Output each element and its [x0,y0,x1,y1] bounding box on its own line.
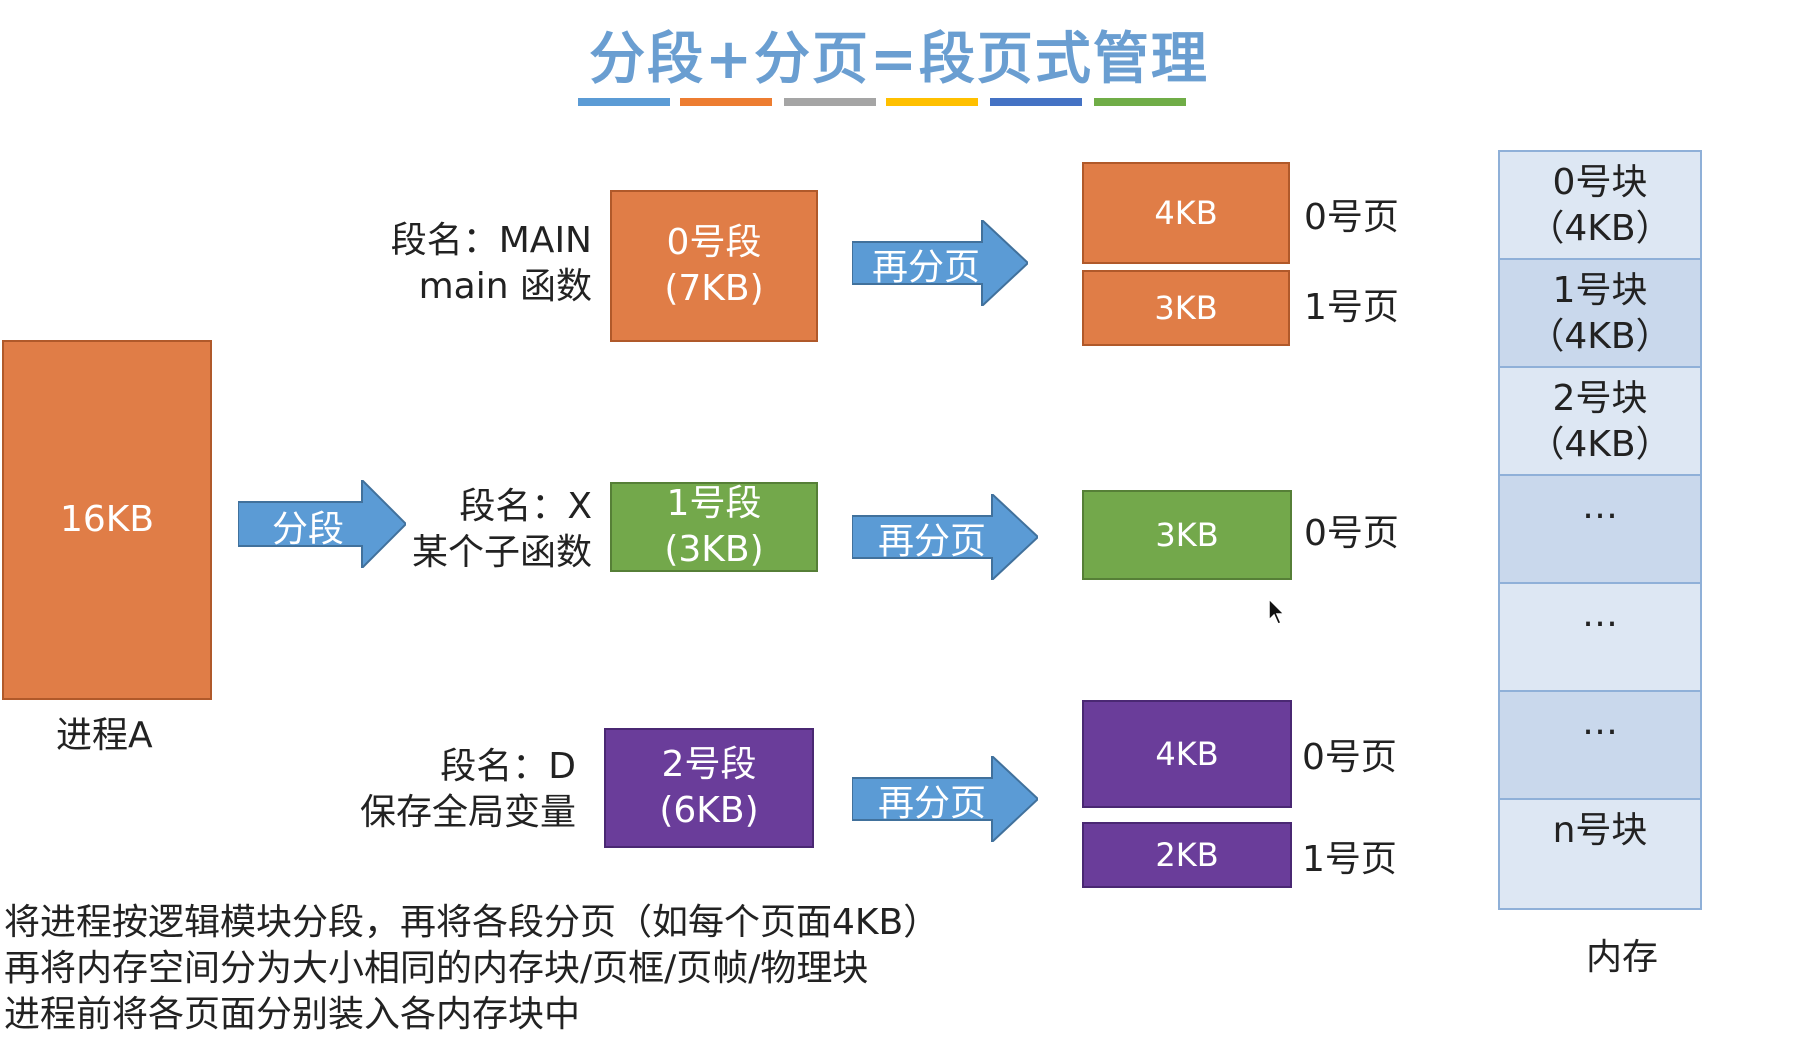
segment-2-name: 段名：D [440,746,576,787]
segment-1-purpose: 某个子函数 [411,532,592,573]
memory-block-5: … [1500,692,1700,800]
memory-block-3-name: … [1582,486,1618,527]
segment-2-page-1-label: 1号页 [1302,839,1397,880]
segment-1-name: 段名：X [459,486,592,527]
segment-1-page-0-label: 0号页 [1304,513,1399,554]
segment-2-page-1-size: 2KB [1155,836,1219,874]
segment-2-id: 2号段 [661,744,757,785]
segment-2-page-0-label: 0号页 [1302,737,1397,778]
segment-0-id: 0号段 [666,222,762,263]
segment-2-block: 2号段 (6KB) [604,728,814,848]
note-line-3: 进程前将各页面分别装入各内存块中 [4,994,581,1035]
underline-bar-yellow [886,98,978,106]
segment-2-page-0: 4KB [1082,700,1292,808]
memory-block-n: n号块 [1500,800,1700,908]
segment-arrow-label: 分段 [272,509,345,550]
segment-0-page-0: 4KB [1082,162,1290,264]
segment-2-desc: 段名：D 保存全局变量 [330,744,576,836]
paging-arrow-1: 再分页 [852,494,1038,580]
underline-bar-green [1094,98,1186,106]
segment-2-page-1: 2KB [1082,822,1292,888]
segment-1-block: 1号段 (3KB) [610,482,818,572]
memory-block-n-name: n号块 [1552,810,1648,851]
memory-block-2-name: 2号块 [1552,378,1648,419]
memory-block-4: … [1500,584,1700,692]
memory-block-1-size: （4KB） [1528,316,1672,357]
note-line-2: 再将内存空间分为大小相同的内存块/页框/页帧/物理块 [4,948,869,989]
mouse-cursor-icon [1268,597,1286,630]
process-name: 进程A [56,715,153,756]
paging-arrow-0: 再分页 [852,220,1028,306]
segment-1-page-0-size: 3KB [1155,516,1219,554]
process-block: 16KB [2,340,212,700]
segment-1-id: 1号段 [666,483,762,524]
segment-2-page-0-size: 4KB [1155,735,1219,773]
paging-arrow-2-label: 再分页 [878,783,987,824]
segment-2-purpose: 保存全局变量 [359,792,576,833]
page-title: 分段+分页=段页式管理 [589,27,1209,92]
memory-block-2: 2号块 （4KB） [1500,368,1700,476]
memory-block-4-name: … [1582,594,1618,635]
underline-bar-gray [784,98,876,106]
segment-arrow: 分段 [238,480,406,568]
segment-0-page-1: 3KB [1082,270,1290,346]
segment-0-desc: 段名：MAIN main 函数 [330,218,592,310]
memory-block-5-name: … [1582,702,1618,743]
segment-0-page-1-label: 1号页 [1304,287,1399,328]
underline-bar-darkblue [990,98,1082,106]
memory-label: 内存 [1586,937,1659,978]
segment-0-page-0-size: 4KB [1154,194,1218,232]
paging-arrow-0-label: 再分页 [872,247,981,288]
memory-column: 0号块 （4KB） 1号块 （4KB） 2号块 （4KB） … … … n号块 [1498,150,1702,910]
memory-block-0-name: 0号块 [1552,162,1648,203]
process-size: 16KB [59,499,155,540]
memory-block-0: 0号块 （4KB） [1500,152,1700,260]
segment-0-purpose: main 函数 [418,266,592,307]
paging-arrow-1-label: 再分页 [878,521,987,562]
memory-block-1: 1号块 （4KB） [1500,260,1700,368]
memory-block-1-name: 1号块 [1552,270,1648,311]
segment-2-size: (6KB) [659,790,759,831]
segment-1-desc: 段名：X 某个子函数 [330,484,592,576]
segment-0-size: (7KB) [664,268,764,309]
memory-block-0-size: （4KB） [1528,208,1672,249]
note-line-1: 将进程按逻辑模块分段，再将各段分页（如每个页面4KB） [4,902,940,943]
segment-0-name: 段名：MAIN [390,220,592,261]
memory-block-2-size: （4KB） [1528,424,1672,465]
segment-0-block: 0号段 (7KB) [610,190,818,342]
underline-bar-orange [680,98,772,106]
underline-bar-blue [578,98,670,106]
segment-0-page-1-size: 3KB [1154,289,1218,327]
segment-1-size: (3KB) [664,529,764,570]
segment-0-page-0-label: 0号页 [1304,197,1399,238]
paging-arrow-2: 再分页 [852,756,1038,842]
segment-1-page-0: 3KB [1082,490,1292,580]
memory-block-3: … [1500,476,1700,584]
